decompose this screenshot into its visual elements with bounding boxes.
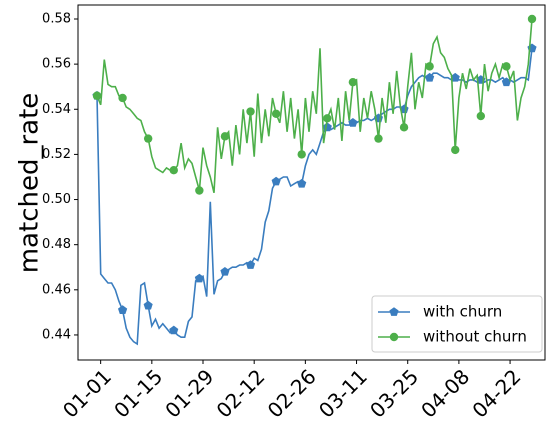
marker bbox=[450, 72, 460, 82]
marker bbox=[271, 109, 281, 118]
marker bbox=[169, 325, 179, 335]
series-line bbox=[96, 18, 533, 193]
marker bbox=[348, 118, 358, 127]
marker bbox=[246, 260, 256, 269]
marker bbox=[389, 307, 399, 316]
marker bbox=[194, 273, 204, 283]
marker bbox=[322, 122, 332, 132]
marker bbox=[476, 111, 486, 121]
y-tick-label: 0.48 bbox=[42, 237, 71, 252]
y-axis-label: matched_rate bbox=[15, 93, 45, 274]
marker bbox=[348, 77, 358, 87]
marker bbox=[451, 145, 460, 155]
y-tick-label: 0.56 bbox=[42, 57, 71, 72]
y-tick-label: 0.52 bbox=[42, 147, 71, 162]
marker bbox=[143, 134, 153, 143]
marker bbox=[502, 62, 511, 71]
y-tick-label: 0.46 bbox=[42, 282, 71, 297]
x-tick-label: 02-12 bbox=[212, 364, 270, 422]
x-tick-label: 03-11 bbox=[314, 364, 372, 422]
legend-box bbox=[371, 295, 543, 353]
y-tick-label: 0.50 bbox=[42, 192, 71, 207]
x-tick-label: 04-22 bbox=[467, 364, 525, 422]
x-tick-label: 01-01 bbox=[58, 364, 116, 422]
marker bbox=[118, 93, 127, 103]
series-line bbox=[96, 48, 533, 346]
marker bbox=[399, 123, 409, 132]
y-tick-label: 0.58 bbox=[42, 11, 71, 26]
marker bbox=[92, 91, 102, 100]
marker bbox=[118, 305, 128, 314]
marker bbox=[297, 178, 307, 188]
y-tick-label: 0.54 bbox=[42, 102, 71, 117]
marker bbox=[246, 107, 255, 116]
marker bbox=[143, 300, 153, 310]
legend-label: with churn bbox=[423, 303, 502, 321]
marker bbox=[374, 134, 383, 143]
x-tick-label: 02-26 bbox=[263, 364, 321, 422]
marker bbox=[389, 332, 399, 342]
marker bbox=[323, 114, 332, 123]
x-tick-label: 03-25 bbox=[365, 364, 423, 422]
marker bbox=[220, 132, 230, 141]
x-tick-label: 01-15 bbox=[109, 364, 167, 422]
x-tick-label: 01-29 bbox=[160, 364, 218, 422]
marker bbox=[220, 267, 230, 276]
legend-label: without churn bbox=[423, 328, 527, 346]
marker bbox=[169, 166, 178, 175]
marker bbox=[271, 176, 281, 186]
marker bbox=[501, 77, 511, 87]
x-tick-label: 04-08 bbox=[416, 364, 474, 422]
y-tick-label: 0.44 bbox=[42, 327, 71, 342]
marker bbox=[195, 186, 204, 195]
plot-frame bbox=[77, 4, 546, 361]
marker bbox=[425, 62, 434, 71]
marker bbox=[527, 14, 537, 24]
marker bbox=[297, 150, 306, 159]
marker bbox=[425, 72, 435, 82]
